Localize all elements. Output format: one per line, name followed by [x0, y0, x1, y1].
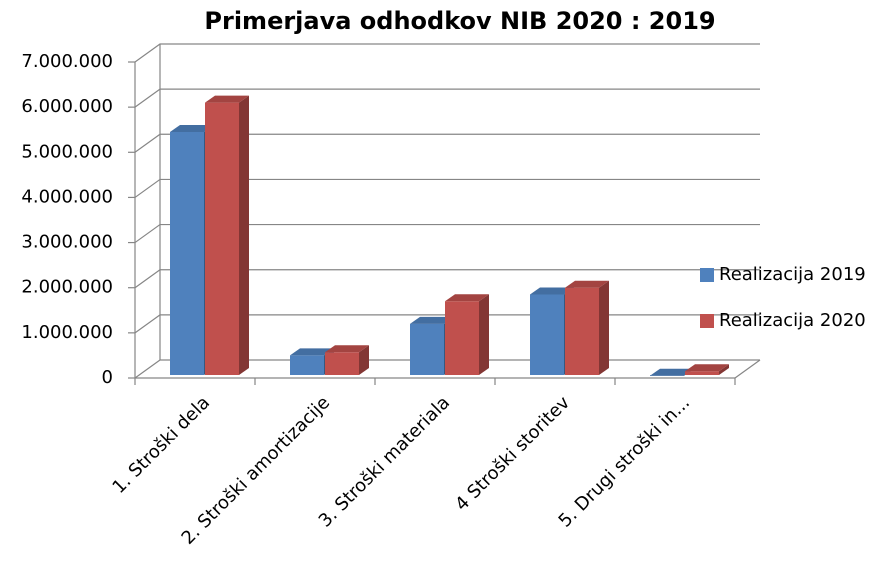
bar — [325, 352, 359, 375]
bar-top — [530, 287, 574, 295]
bar — [445, 301, 479, 375]
grid-line — [134, 88, 760, 108]
bar — [410, 323, 444, 375]
legend-label: Realizacija 2019 — [719, 264, 866, 285]
bar-top — [565, 280, 609, 288]
bar-top — [290, 348, 334, 356]
y-tick-label: 4.000.000 — [21, 186, 113, 207]
legend-label: Realizacija 2020 — [719, 310, 866, 331]
grid-line — [134, 178, 760, 198]
y-tick-label: 3.000.000 — [21, 232, 113, 253]
bar-top — [410, 316, 454, 324]
y-tick-label: 6.000.000 — [21, 96, 113, 117]
x-tick-label: 1. Stroški dela — [108, 392, 214, 498]
y-tick-label: 5.000.000 — [21, 141, 113, 162]
grid-line — [134, 133, 760, 153]
x-tick-label: 3. Stroški materiala — [315, 392, 454, 531]
grid-line — [134, 269, 760, 289]
bar — [565, 287, 599, 375]
bar — [530, 294, 564, 375]
bar-top — [685, 364, 729, 372]
bar-top — [170, 124, 214, 132]
bar — [205, 102, 239, 375]
bar-side — [239, 95, 249, 375]
y-tick-label: 7.000.000 — [21, 51, 113, 72]
legend-swatch — [700, 314, 714, 328]
bar — [290, 355, 324, 375]
bar-side — [479, 294, 489, 375]
grid-line — [134, 43, 760, 63]
bar-side — [599, 280, 609, 375]
chart-title: Primerjava odhodkov NIB 2020 : 2019 — [204, 7, 715, 35]
bar — [170, 131, 204, 375]
bar-top — [205, 95, 249, 103]
bar — [685, 371, 719, 375]
bar-top — [650, 368, 694, 376]
y-tick-label: 1.000.000 — [21, 322, 113, 343]
x-tick-label: 4 Stroški storitev — [451, 392, 574, 515]
floor-edge — [734, 359, 761, 379]
legend-swatch — [700, 268, 714, 282]
bar-side — [719, 364, 729, 375]
bar-top — [445, 294, 489, 302]
y-tick-label: 2.000.000 — [21, 277, 113, 298]
y-tick-label: 0 — [102, 367, 113, 388]
x-tick-label: 5. Drugi stroški in... — [555, 392, 694, 531]
grid-line — [134, 223, 760, 244]
bar-side — [359, 345, 369, 375]
bar-top — [325, 345, 369, 353]
